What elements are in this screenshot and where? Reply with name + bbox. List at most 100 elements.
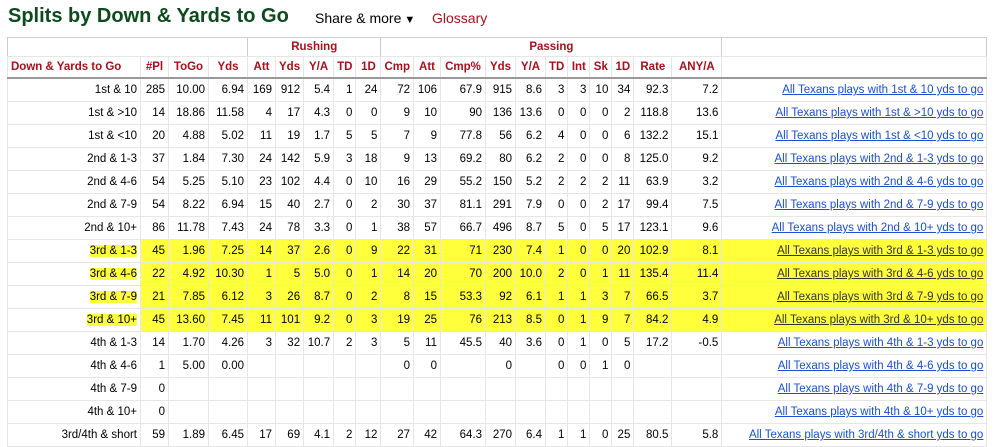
table-cell: 0 (333, 239, 357, 263)
table-cell: 14 (140, 101, 169, 125)
plays-link[interactable]: All Texans plays with 2nd & 1-3 yds to g… (721, 147, 988, 171)
table-cell: 8 (611, 147, 635, 171)
table-cell: 24 (247, 216, 276, 240)
plays-link[interactable]: All Texans plays with 4th & 4-6 yds to g… (721, 354, 988, 378)
table-cell: 5.2 (515, 170, 546, 194)
column-header[interactable]: Rate (633, 56, 673, 79)
table-cell: 2 (544, 170, 569, 194)
row-label: 4th & 10+ (7, 400, 141, 424)
table-cell: 10 (413, 101, 441, 125)
table-cell (333, 377, 357, 401)
table-cell: 2.7 (303, 193, 335, 217)
table-cell: 11 (611, 262, 635, 286)
plays-link[interactable]: All Texans plays with 3rd & 7-9 yds to g… (721, 285, 988, 309)
column-header[interactable]: Int (567, 56, 591, 79)
row-label-text: 3rd & 1-3 (89, 245, 137, 257)
plays-link[interactable]: All Texans plays with 4th & 1-3 yds to g… (721, 331, 988, 355)
column-header[interactable]: Cmp (380, 56, 414, 79)
column-header[interactable]: TD (544, 56, 569, 79)
table-cell (633, 354, 673, 378)
table-cell (413, 400, 441, 424)
table-cell: 291 (485, 193, 516, 217)
table-cell: 10.0 (515, 262, 546, 286)
table-cell: 40 (485, 331, 516, 355)
column-header[interactable]: 1D (611, 56, 635, 79)
plays-link[interactable]: All Texans plays with 1st & >10 yds to g… (721, 101, 988, 125)
table-cell: -0.5 (671, 331, 723, 355)
table-cell: 0 (544, 308, 569, 332)
table-cell: 5.4 (303, 77, 335, 102)
plays-link[interactable]: All Texans plays with 2nd & 7-9 yds to g… (721, 193, 988, 217)
table-cell: 0 (485, 354, 516, 378)
column-header[interactable]: Sk (589, 56, 613, 79)
column-header[interactable]: TD (333, 56, 357, 79)
column-header[interactable]: Yds (208, 56, 248, 79)
table-cell (515, 354, 546, 378)
table-cell: 0 (567, 124, 591, 148)
column-header[interactable]: Att (247, 56, 276, 79)
table-cell: 285 (140, 77, 169, 102)
table-cell (274, 400, 305, 424)
table-cell: 5.02 (208, 124, 248, 148)
table-cell: 8.5 (515, 308, 546, 332)
column-header[interactable] (721, 56, 988, 79)
table-cell: 10.30 (208, 262, 248, 286)
column-header[interactable]: Yds (274, 56, 305, 79)
plays-link[interactable]: All Texans plays with 4th & 10+ yds to g… (721, 400, 988, 424)
table-cell: 31 (413, 239, 441, 263)
plays-link[interactable]: All Texans plays with 1st & <10 yds to g… (721, 124, 988, 148)
table-cell: 6.2 (515, 124, 546, 148)
plays-link[interactable]: All Texans plays with 3rd & 10+ yds to g… (721, 308, 988, 332)
table-cell: 1 (544, 423, 569, 447)
table-cell: 0 (333, 262, 357, 286)
plays-link[interactable]: All Texans plays with 2nd & 10+ yds to g… (721, 216, 988, 240)
column-header[interactable]: #Pl (140, 56, 169, 79)
table-cell: 7.4 (515, 239, 546, 263)
table-cell: 7.9 (515, 193, 546, 217)
plays-link[interactable]: All Texans plays with 3rd & 4-6 yds to g… (721, 262, 988, 286)
plays-link[interactable]: All Texans plays with 3rd/4th & short yd… (721, 423, 988, 447)
plays-link[interactable]: All Texans plays with 2nd & 4-6 yds to g… (721, 170, 988, 194)
table-cell: 1.96 (168, 239, 209, 263)
table-cell: 20 (140, 124, 169, 148)
table-cell: 2 (567, 170, 591, 194)
table-cell: 915 (485, 77, 516, 102)
column-header[interactable]: Cmp% (440, 56, 486, 79)
table-cell (247, 354, 276, 378)
glossary-link[interactable]: Glossary (432, 10, 488, 26)
table-cell: 1.70 (168, 331, 209, 355)
column-header[interactable]: Y/A (303, 56, 335, 79)
table-cell: 6.2 (515, 147, 546, 171)
table-cell: 2 (333, 331, 357, 355)
table-cell: 136 (485, 101, 516, 125)
plays-link[interactable]: All Texans plays with 1st & 10 yds to go (721, 77, 988, 102)
table-cell: 8.6 (515, 77, 546, 102)
table-cell: 0 (333, 216, 357, 240)
table-cell: 13.60 (168, 308, 209, 332)
plays-link[interactable]: All Texans plays with 4th & 7-9 yds to g… (721, 377, 988, 401)
column-header[interactable]: ToGo (168, 56, 209, 79)
column-header[interactable]: Y/A (515, 56, 546, 79)
table-cell: 6.1 (515, 285, 546, 309)
table-cell: 13.6 (671, 101, 723, 125)
table-row: 3rd & 10+ 45 13.60 7.45 11 101 9.2 0 3 19 25 76 213 8… (7, 308, 988, 332)
table-cell: 3 (589, 285, 613, 309)
table-cell: 9.6 (671, 216, 723, 240)
table-cell: 40 (274, 193, 305, 217)
column-header[interactable]: 1D (355, 56, 382, 79)
table-cell: 4.1 (303, 423, 335, 447)
column-header[interactable]: Att (413, 56, 441, 79)
column-header[interactable]: Yds (485, 56, 516, 79)
table-cell: 1 (567, 423, 591, 447)
table-row: 1st & 10 285 10.00 6.94 169 912 5.4 1 24 72 106 67.… (7, 77, 988, 102)
share-menu-button[interactable]: Share & more ▼ (315, 10, 415, 26)
table-cell: 1.84 (168, 147, 209, 171)
table-cell (247, 377, 276, 401)
row-label: 4th & 7-9 (7, 377, 141, 401)
column-header[interactable]: ANY/A (671, 56, 723, 79)
table-cell: 72 (380, 77, 414, 102)
table-cell: 9 (413, 124, 441, 148)
column-header[interactable]: Down & Yards to Go (7, 56, 141, 79)
plays-link[interactable]: All Texans plays with 3rd & 1-3 yds to g… (721, 239, 988, 263)
table-cell (168, 377, 209, 401)
